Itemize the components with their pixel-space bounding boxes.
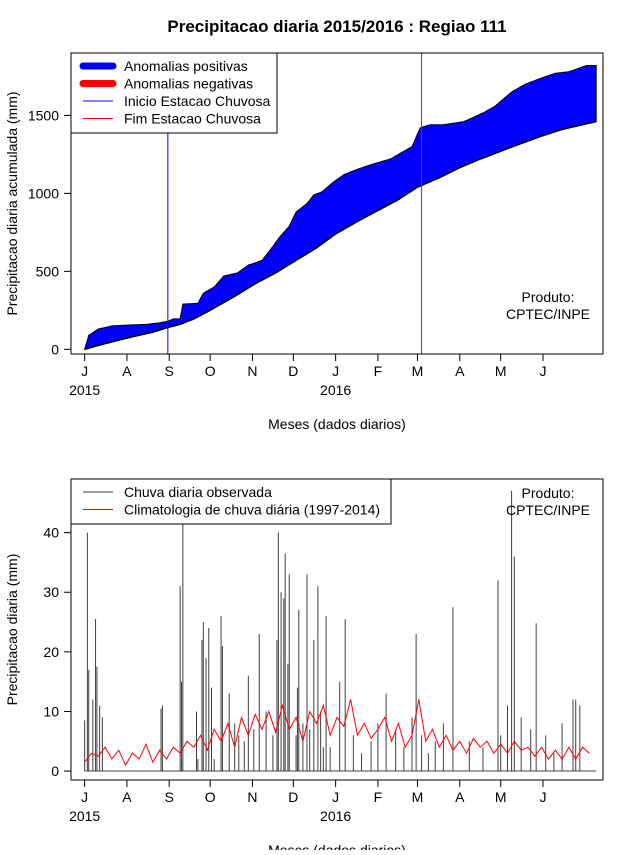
x-tick-label: O xyxy=(205,789,216,805)
product-credit: CPTEC/INPE xyxy=(506,502,590,518)
x-tick-label: F xyxy=(374,789,383,805)
x-tick-label: A xyxy=(455,789,465,805)
x-tick-label: D xyxy=(288,363,298,379)
y-tick-label: 40 xyxy=(43,525,59,541)
year-label: 2015 xyxy=(69,808,100,824)
x-tick-label: M xyxy=(495,789,507,805)
x-tick-label: J xyxy=(539,789,546,805)
y-tick-label: 500 xyxy=(36,263,60,279)
year-label: 2016 xyxy=(320,382,351,398)
x-tick-label: N xyxy=(247,363,257,379)
climatology-daily-line xyxy=(84,699,590,767)
x-tick-label: J xyxy=(332,789,339,805)
y-tick-label: 1000 xyxy=(28,185,59,201)
legend-box xyxy=(70,478,392,525)
legend-label: Fim Estacao Chuvosa xyxy=(124,111,261,127)
y-tick-label: 10 xyxy=(43,703,59,719)
y-tick-label: 0 xyxy=(51,341,59,357)
y-tick-label: 1500 xyxy=(28,107,59,123)
y-axis-label: Precipitacao diaria acumulada (mm) xyxy=(4,91,20,315)
x-tick-label: F xyxy=(374,363,383,379)
plot-frame xyxy=(70,52,604,355)
y-axis-label: Precipitacao diaria (mm) xyxy=(4,554,20,706)
x-tick-label: M xyxy=(412,363,424,379)
y-tick-label: 20 xyxy=(43,644,59,660)
daily-precipitation-chart: 0 10 20 30 40 J A S O N D J F M A M J 2015 2016 Meses (dado… xyxy=(4,478,604,855)
x-tick-label: D xyxy=(288,789,298,805)
cumulative-precipitation-chart: 0 500 1000 1500 J A S O N D J F M A M J 2015 2016 Meses (d… xyxy=(4,52,604,432)
year-label: 2015 xyxy=(69,382,100,398)
climatology-cumulative-line xyxy=(84,120,597,351)
x-tick-label: N xyxy=(247,789,257,805)
y-tick-label: 30 xyxy=(43,584,59,600)
x-tick-label: O xyxy=(205,363,216,379)
x-tick-label: A xyxy=(122,363,132,379)
x-tick-label: A xyxy=(122,789,132,805)
figure-title: Precipitacao diaria 2015/2016 : Regiao 1… xyxy=(167,17,506,36)
x-tick-label: S xyxy=(165,789,174,805)
legend-label: Anomalias negativas xyxy=(124,76,253,92)
y-tick-label: 0 xyxy=(51,763,59,779)
product-credit: Produto: xyxy=(522,289,575,305)
product-credit: CPTEC/INPE xyxy=(506,306,590,322)
legend-label: Climatologia de chuva diária (1997-2014) xyxy=(124,502,380,518)
x-tick-label: M xyxy=(412,789,424,805)
x-tick-label: J xyxy=(81,363,88,379)
legend-label: Chuva diaria observada xyxy=(124,484,272,500)
x-tick-label: J xyxy=(332,363,339,379)
year-label: 2016 xyxy=(320,808,351,824)
legend-box xyxy=(70,52,278,134)
product-credit: Produto: xyxy=(522,485,575,501)
x-tick-label: J xyxy=(81,789,88,805)
legend-label: Inicio Estacao Chuvosa xyxy=(124,93,271,109)
legend-label: Anomalias positivas xyxy=(124,58,248,74)
x-tick-label: J xyxy=(539,363,546,379)
x-axis-label: Meses (dados diarios) xyxy=(268,842,406,850)
x-tick-label: A xyxy=(455,363,465,379)
x-tick-label: M xyxy=(495,363,507,379)
x-axis-label: Meses (dados diarios) xyxy=(268,416,406,432)
x-tick-label: S xyxy=(165,363,174,379)
